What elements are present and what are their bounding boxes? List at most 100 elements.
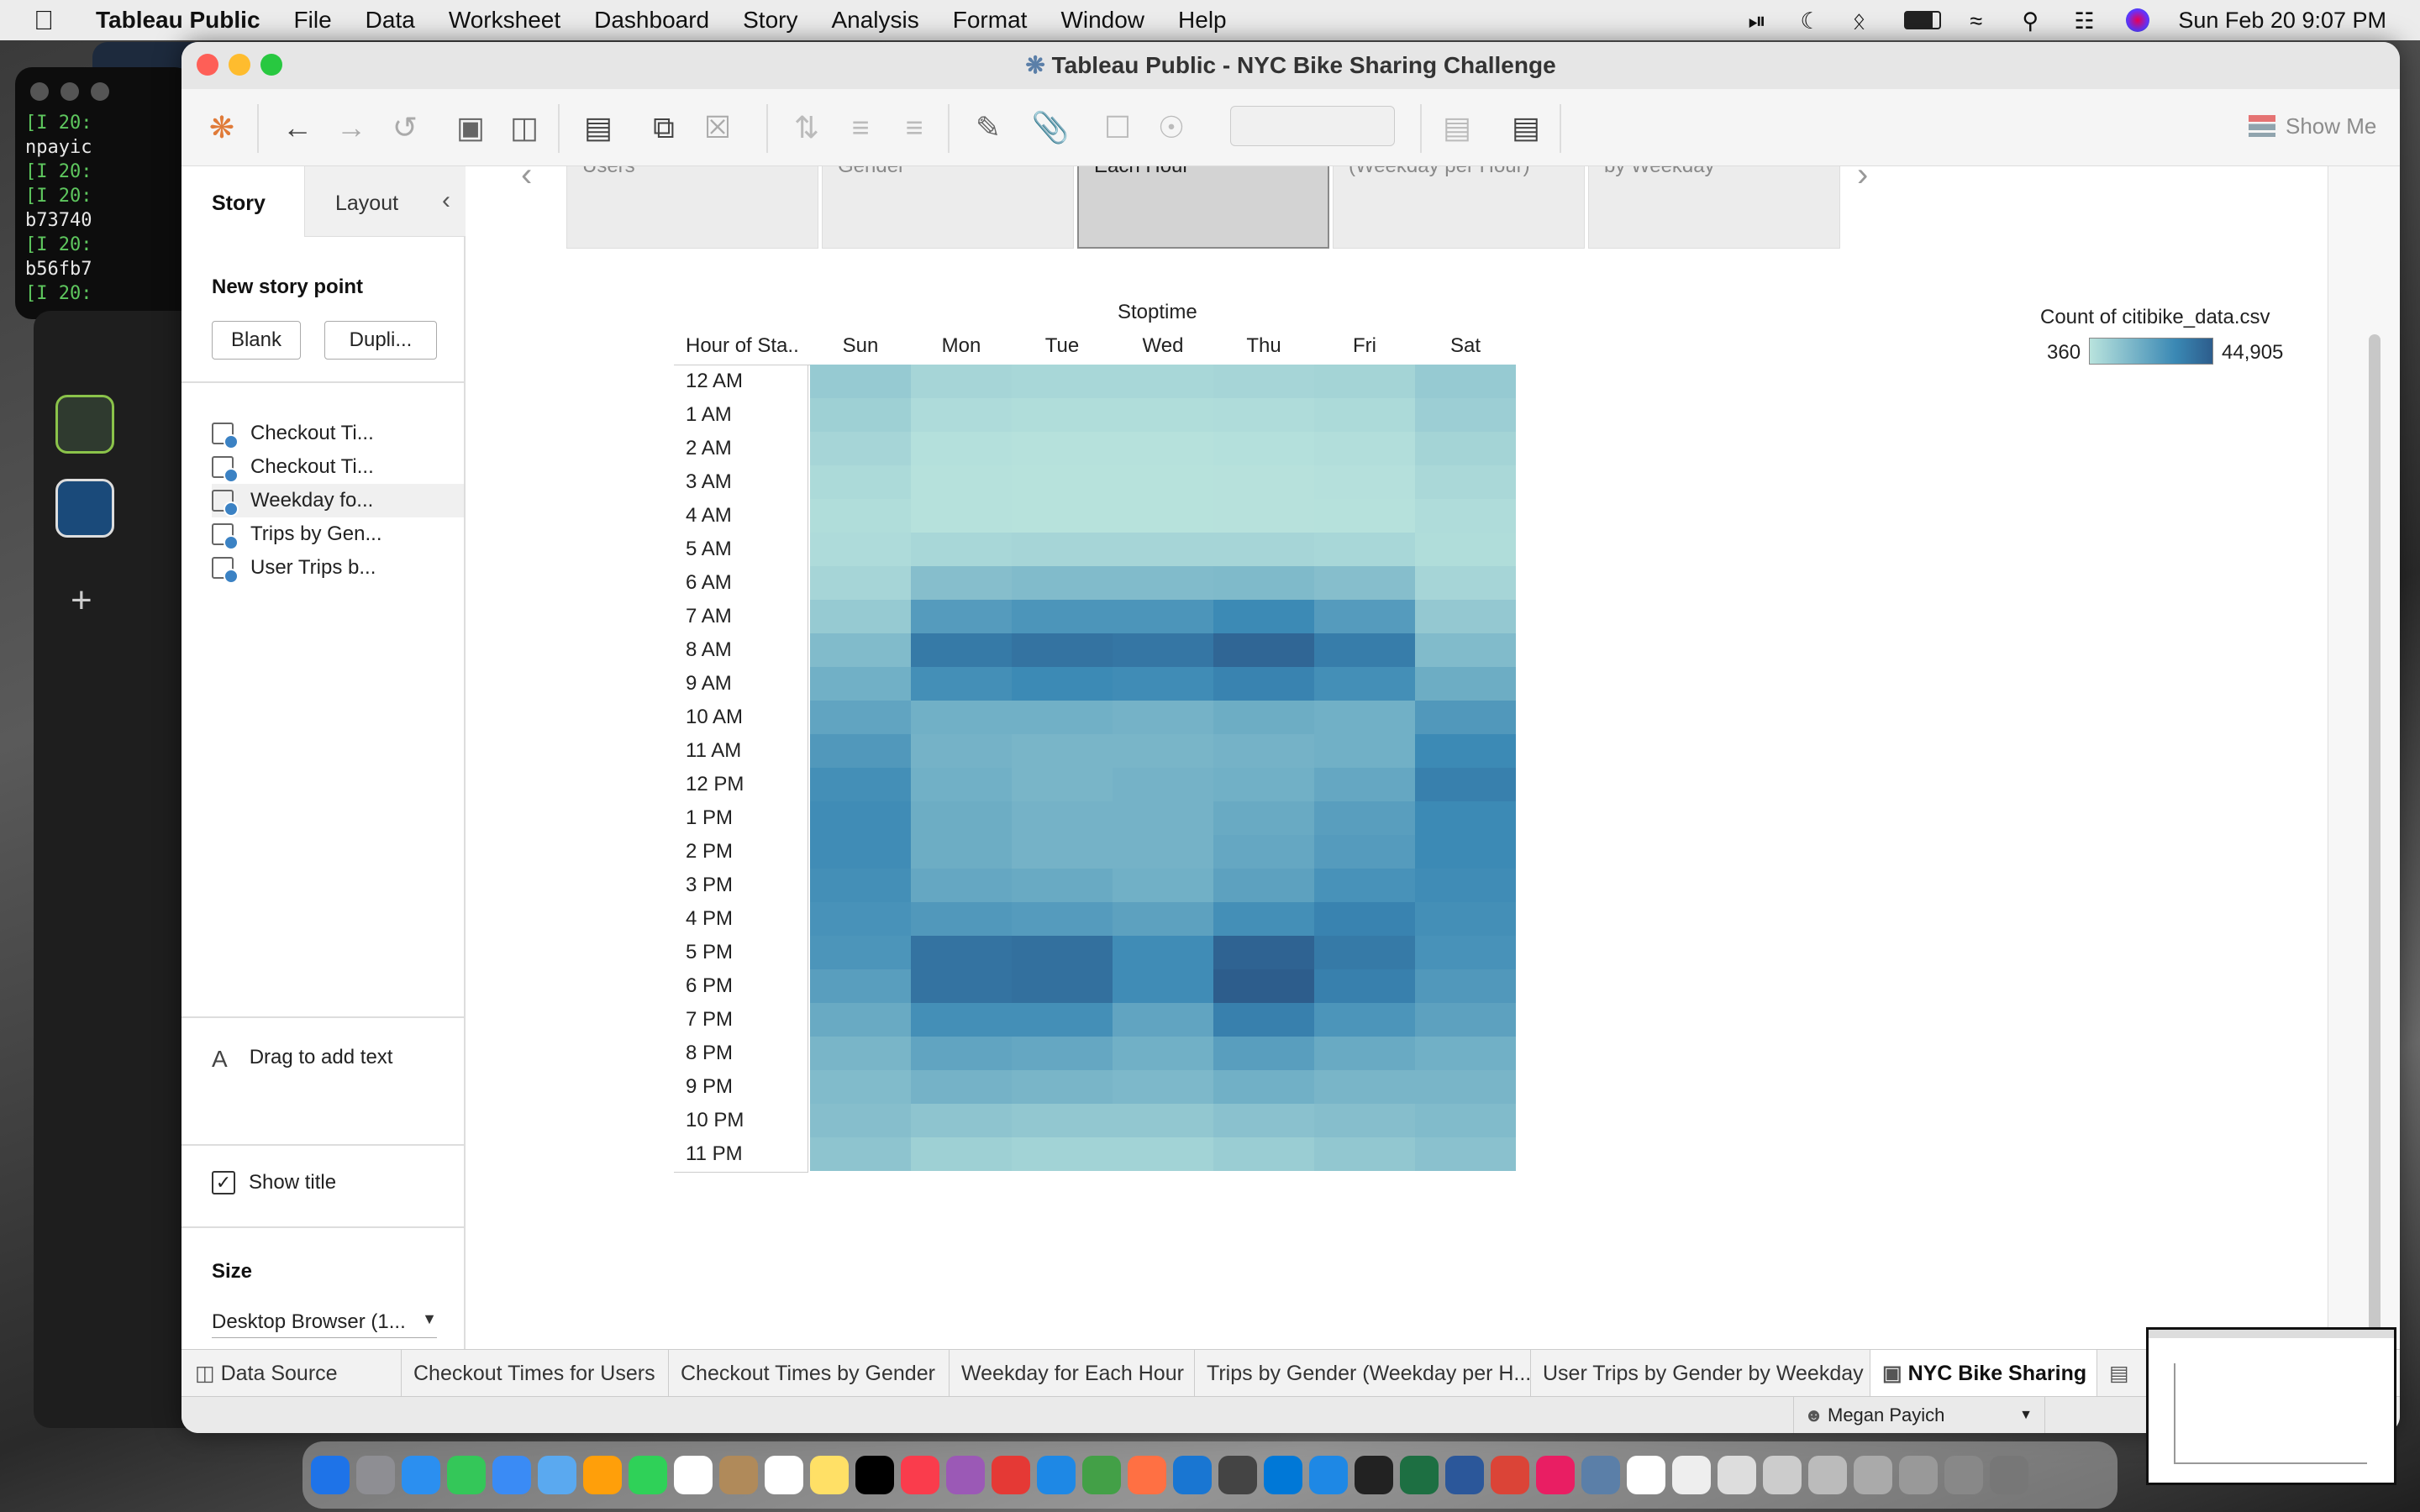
tab-sheet[interactable]: Checkout Times by Gender: [669, 1350, 950, 1397]
heatmap-cell[interactable]: [1314, 936, 1415, 969]
collapse-pane-icon[interactable]: ‹: [442, 186, 450, 214]
heatmap-cell[interactable]: [1213, 1137, 1314, 1171]
scrollbar-thumb[interactable]: [2369, 334, 2381, 1368]
checkbox-checked-icon[interactable]: ✓: [212, 1171, 235, 1194]
menu-clock[interactable]: Sun Feb 20 9:07 PM: [2178, 7, 2386, 33]
swap-rows-columns-icon[interactable]: ⇅: [793, 110, 820, 144]
heatmap-cell[interactable]: [810, 768, 911, 801]
heatmap-cell[interactable]: [810, 835, 911, 869]
heatmap-cell[interactable]: [1314, 1070, 1415, 1104]
dock-app-icon[interactable]: [402, 1456, 440, 1494]
duplicate-sheet-icon[interactable]: ⧉: [653, 110, 675, 144]
heatmap-cell[interactable]: [1314, 600, 1415, 633]
heatmap-cell[interactable]: [1012, 432, 1113, 465]
screenshot-thumbnail[interactable]: [2146, 1327, 2396, 1485]
story-point-card-selected[interactable]: Each Hour: [1077, 166, 1329, 249]
heatmap-cell[interactable]: [810, 365, 911, 398]
dock-app-icon[interactable]: [765, 1456, 803, 1494]
battery-icon[interactable]: [1904, 11, 1942, 29]
heatmap-cell[interactable]: [1314, 566, 1415, 600]
apple-menu-icon[interactable]: : [34, 5, 67, 36]
row-label[interactable]: 5 AM: [686, 538, 732, 560]
heatmap-cell[interactable]: [810, 734, 911, 768]
dock-app-icon[interactable]: [1854, 1456, 1892, 1494]
row-label[interactable]: 8 AM: [686, 638, 732, 661]
heatmap-cell[interactable]: [1415, 1137, 1516, 1171]
heatmap-cell[interactable]: [1213, 1070, 1314, 1104]
row-label[interactable]: 6 PM: [686, 974, 734, 997]
dock-app-icon[interactable]: [1536, 1456, 1575, 1494]
heatmap-cell[interactable]: [1213, 499, 1314, 533]
dock-app-icon[interactable]: [1082, 1456, 1121, 1494]
heatmap-cell[interactable]: [810, 465, 911, 499]
heatmap-cell[interactable]: [1314, 465, 1415, 499]
heatmap-cell[interactable]: [1012, 969, 1113, 1003]
heatmap-cell[interactable]: [911, 1003, 1012, 1037]
row-label[interactable]: 2 PM: [686, 840, 734, 863]
heatmap-cell[interactable]: [1012, 1003, 1113, 1037]
heatmap-cell[interactable]: [1415, 902, 1516, 936]
column-header[interactable]: Thu: [1246, 334, 1281, 357]
heatmap-cell[interactable]: [1012, 566, 1113, 600]
dock-app-icon[interactable]: [583, 1456, 622, 1494]
heatmap-cell[interactable]: [911, 1070, 1012, 1104]
sheet-list-item[interactable]: User Trips b...: [212, 551, 464, 585]
dock-app-icon[interactable]: [1037, 1456, 1076, 1494]
row-label[interactable]: 4 PM: [686, 907, 734, 930]
row-label[interactable]: 9 PM: [686, 1075, 734, 1098]
heatmap-cell[interactable]: [810, 633, 911, 667]
play-status-icon[interactable]: ⏯: [1748, 8, 1766, 34]
heatmap-cell[interactable]: [1314, 667, 1415, 701]
heatmap-cell[interactable]: [911, 969, 1012, 1003]
heatmap-cell[interactable]: [1113, 1037, 1213, 1070]
heatmap-cell[interactable]: [911, 499, 1012, 533]
heatmap-cell[interactable]: [1012, 1070, 1113, 1104]
heatmap-cell[interactable]: [1113, 465, 1213, 499]
heatmap-cell[interactable]: [1012, 1137, 1113, 1171]
tab-sheet[interactable]: User Trips by Gender by Weekday: [1531, 1350, 1870, 1397]
dock-app-icon[interactable]: [719, 1456, 758, 1494]
heatmap-cell[interactable]: [1415, 566, 1516, 600]
heatmap-cell[interactable]: [1012, 465, 1113, 499]
heatmap-cell[interactable]: [911, 936, 1012, 969]
heatmap-cell[interactable]: [1113, 432, 1213, 465]
dock-app-icon[interactable]: [855, 1456, 894, 1494]
row-label[interactable]: 1 PM: [686, 806, 734, 829]
dock-app-icon[interactable]: [1355, 1456, 1393, 1494]
heatmap-cell[interactable]: [1314, 902, 1415, 936]
dock-app-icon[interactable]: [1309, 1456, 1348, 1494]
dock-app-icon[interactable]: [1808, 1456, 1847, 1494]
color-legend-title[interactable]: Count of citibike_data.csv: [2040, 306, 2270, 328]
close-window-button[interactable]: [197, 54, 218, 76]
heatmap-cell[interactable]: [1113, 566, 1213, 600]
menu-file[interactable]: File: [293, 7, 332, 33]
vertical-scrollbar[interactable]: [2328, 166, 2400, 1391]
row-field-header[interactable]: Hour of Sta..: [686, 334, 799, 357]
heatmap-cell[interactable]: [1213, 1037, 1314, 1070]
heatmap-cell[interactable]: [1213, 734, 1314, 768]
story-point-card[interactable]: Users: [566, 166, 818, 249]
heatmap-cell[interactable]: [1012, 801, 1113, 835]
heatmap-cell[interactable]: [1113, 1070, 1213, 1104]
dock-app-icon[interactable]: [492, 1456, 531, 1494]
heatmap-cell[interactable]: [911, 869, 1012, 902]
previous-story-point-icon[interactable]: ‹: [521, 156, 533, 193]
heatmap-cell[interactable]: [1415, 398, 1516, 432]
tab-sheet[interactable]: Weekday for Each Hour: [950, 1350, 1195, 1397]
heatmap-cell[interactable]: [1113, 600, 1213, 633]
heatmap-cell[interactable]: [1213, 633, 1314, 667]
story-point-card[interactable]: by Weekday: [1588, 166, 1840, 249]
fix-axes-icon[interactable]: ☉: [1157, 110, 1186, 144]
dock-app-icon[interactable]: [810, 1456, 849, 1494]
heatmap-cell[interactable]: [1415, 801, 1516, 835]
heatmap-cell[interactable]: [1113, 734, 1213, 768]
heatmap-cell[interactable]: [1415, 936, 1516, 969]
heatmap-cell[interactable]: [1314, 701, 1415, 734]
heatmap-cell[interactable]: [1415, 1003, 1516, 1037]
row-label[interactable]: 9 AM: [686, 672, 732, 695]
tab-sheet[interactable]: Trips by Gender (Weekday per H...: [1195, 1350, 1531, 1397]
heatmap-cell[interactable]: [810, 1003, 911, 1037]
heatmap-cell[interactable]: [1012, 600, 1113, 633]
dock-app-icon[interactable]: [674, 1456, 713, 1494]
heatmap-cell[interactable]: [911, 465, 1012, 499]
